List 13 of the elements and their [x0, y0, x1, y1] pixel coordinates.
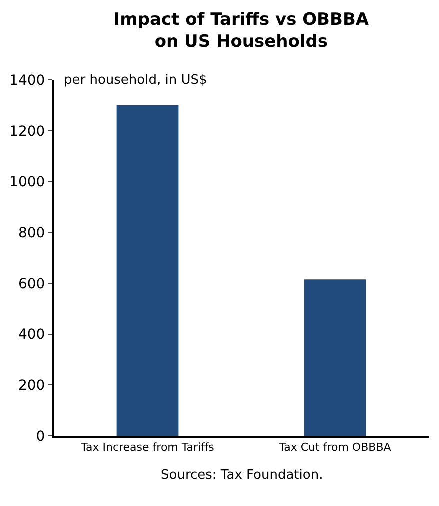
chart-title: Impact of Tariffs vs OBBBA on US Households	[114, 10, 370, 52]
y-tick-label: 800	[18, 225, 46, 242]
source-note: Sources: Tax Foundation.	[161, 468, 324, 483]
y-tick-label: 1200	[10, 124, 46, 140]
y-tick-label: 400	[18, 327, 46, 344]
y-axis-title: per household, in US$	[64, 73, 208, 88]
y-tick-label: 1000	[10, 174, 46, 191]
y-tick-label: 1400	[10, 72, 46, 89]
y-tick-label: 0	[36, 428, 46, 445]
x-tick-label: Tax Cut from OBBBA	[278, 441, 392, 454]
x-tick-label: Tax Increase from Tariffs	[80, 441, 215, 454]
y-tick-label: 600	[18, 276, 46, 292]
y-tick-label: 200	[18, 378, 46, 394]
